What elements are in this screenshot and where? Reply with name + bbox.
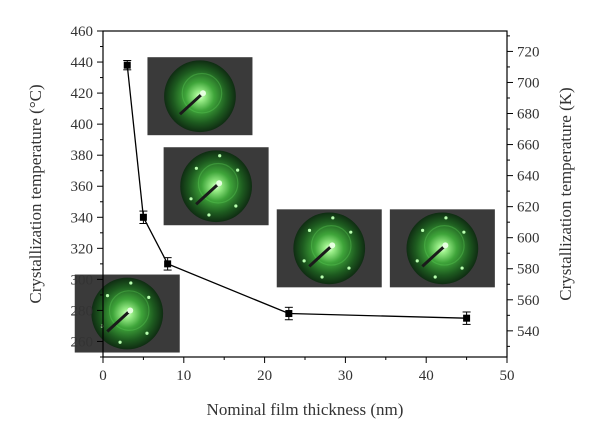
diffraction-ring [310,224,352,266]
diffraction-spot [462,230,466,234]
diffraction-spot [302,259,306,263]
y-tick-label: 260 [71,334,94,350]
x-axis-title: Nominal film thickness (nm) [207,400,404,419]
y-tick-label: 300 [71,272,94,288]
central-spot [329,242,336,249]
data-point [463,314,471,322]
y2-axis-title: Crystallization temperature (K) [556,87,575,300]
diffraction-spot [129,281,133,285]
diffraction-ring [424,224,465,266]
diffraction-ring [181,72,223,114]
diffraction-spot [349,230,353,234]
diffraction-spot [234,204,238,208]
y-tick-label: 360 [71,179,94,195]
central-spot [216,180,223,187]
diffraction-spot [347,266,351,270]
y2-tick-label: 580 [517,262,540,278]
beam-stop [195,182,221,206]
x-axis: 0 10 20 30 40 50 [99,357,515,384]
central-spot [442,242,449,249]
data-point [123,61,131,69]
y2-tick-label: 640 [517,169,540,185]
y-axis-right: 540 560 580 600 620 640 660 680 700 720 [507,35,540,347]
x-tick-label: 0 [99,368,107,384]
diffraction-spot [307,228,312,232]
y2-tick-label: 600 [517,231,540,247]
y-tick-label: 400 [71,117,94,133]
y-tick-label: 280 [71,303,94,319]
y-tick-label: 460 [71,24,94,40]
central-spot [127,307,134,314]
diffraction-spot [207,213,211,217]
diffraction-spot [421,228,425,232]
y-tick-label: 420 [71,86,94,102]
x-tick-label: 10 [176,368,191,384]
y2-tick-label: 620 [517,200,540,216]
diffraction-spot [460,266,464,270]
y-axis-left: 260 280 300 320 340 360 380 400 420 440 460 [71,24,103,358]
y-axis-title: Crystallization temperature (°C) [26,84,45,303]
y2-tick-label: 700 [517,75,540,91]
diffraction-spot [433,275,437,279]
diffraction-ring [108,290,150,331]
diffraction-inset-4 [389,209,495,288]
diffraction-spot [105,293,110,298]
beam-stop [308,244,334,268]
y-tick-label: 340 [71,210,94,226]
diffraction-spot [147,295,151,299]
diffraction-ring [197,162,239,204]
y-tick-label: 320 [71,241,94,257]
x-tick-label: 30 [338,368,353,384]
y2-tick-label: 680 [517,107,540,123]
diffraction-spot [320,275,324,279]
insets-layer [74,57,495,353]
diffraction-spot [189,197,193,201]
data-layer [123,59,471,325]
diffraction-inset-3 [276,209,382,288]
diffraction-spot [415,259,419,263]
y2-tick-label: 560 [517,293,540,309]
data-point [285,310,293,318]
diffraction-spot [236,168,240,172]
beam-stop [178,92,204,116]
data-point [164,260,172,268]
y-tick-label: 440 [71,55,94,71]
beam-stop [421,244,447,268]
central-spot [199,90,206,97]
diffraction-spot [444,216,448,220]
x-tick-label: 50 [500,368,515,384]
diffraction-inset-2 [163,147,269,226]
y2-tick-label: 660 [517,138,540,154]
diffraction-inset-5 [74,274,180,353]
diffraction-spot [118,340,122,344]
diffraction-spot [194,166,198,170]
y2-tick-label: 540 [517,324,540,340]
y2-tick-label: 720 [517,44,540,60]
x-tick-label: 20 [257,368,272,384]
diffraction-spot [331,216,335,220]
x-tick-label: 40 [419,368,434,384]
diffraction-spot [145,331,149,335]
beam-stop [106,309,132,333]
diffraction-inset-1 [147,57,253,136]
y-tick-label: 380 [71,148,94,164]
diffraction-spot [218,154,222,158]
data-point [139,213,147,221]
